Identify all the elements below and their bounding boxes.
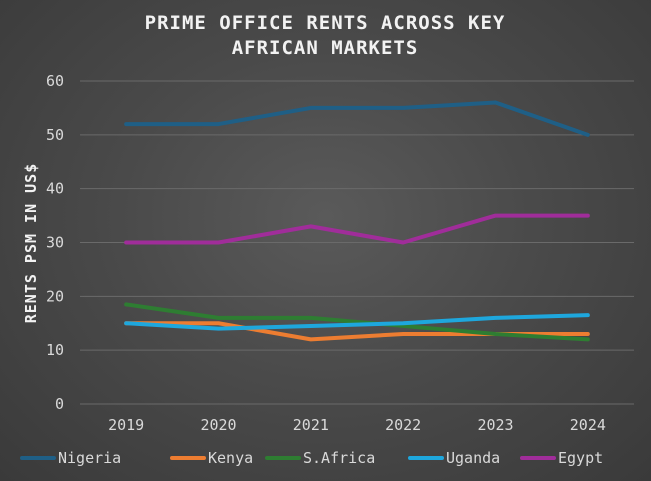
legend-item-kenya: Kenya bbox=[170, 449, 253, 467]
legend-label: Egypt bbox=[558, 449, 603, 467]
series-line-uganda bbox=[124, 313, 590, 331]
chart-title-line-1: PRIME OFFICE RENTS ACROSS KEY bbox=[145, 12, 506, 34]
legend-label: Kenya bbox=[208, 449, 253, 467]
x-tick-label: 2022 bbox=[385, 416, 421, 434]
legend-item-uganda: Uganda bbox=[408, 449, 500, 467]
series-line-egypt bbox=[124, 213, 590, 245]
y-axis-title: RENTS PSM IN US$ bbox=[22, 163, 40, 324]
y-tick-label: 20 bbox=[46, 287, 64, 305]
x-tick-label: 2023 bbox=[477, 416, 513, 434]
x-tick-label: 2019 bbox=[108, 416, 144, 434]
chart-title-line-2: AFRICAN MARKETS bbox=[232, 37, 419, 59]
series-line-s-africa bbox=[124, 302, 590, 342]
y-tick-label: 60 bbox=[46, 72, 64, 90]
legend-item-nigeria: Nigeria bbox=[20, 449, 121, 467]
legend-label: Nigeria bbox=[58, 449, 121, 467]
y-tick-labels: 0 10 20 30 40 50 60 bbox=[46, 72, 64, 413]
x-tick-label: 2024 bbox=[570, 416, 606, 434]
y-tick-label: 0 bbox=[55, 395, 64, 413]
x-tick-label: 2021 bbox=[293, 416, 329, 434]
y-tick-label: 10 bbox=[46, 341, 64, 359]
series-lines bbox=[124, 100, 590, 342]
y-tick-label: 30 bbox=[46, 234, 64, 252]
series-line-nigeria bbox=[124, 100, 590, 137]
legend-label: Uganda bbox=[446, 449, 500, 467]
y-tick-label: 50 bbox=[46, 126, 64, 144]
legend-item-egypt: Egypt bbox=[520, 449, 603, 467]
y-tick-label: 40 bbox=[46, 180, 64, 198]
legend-item-s-africa: S.Africa bbox=[265, 449, 375, 467]
x-tick-labels: 2019 2020 2021 2022 2023 2024 bbox=[108, 416, 606, 434]
legend-label: S.Africa bbox=[303, 449, 375, 467]
x-tick-label: 2020 bbox=[200, 416, 236, 434]
legend: Nigeria Kenya S.Africa Uganda Egypt bbox=[20, 449, 603, 467]
